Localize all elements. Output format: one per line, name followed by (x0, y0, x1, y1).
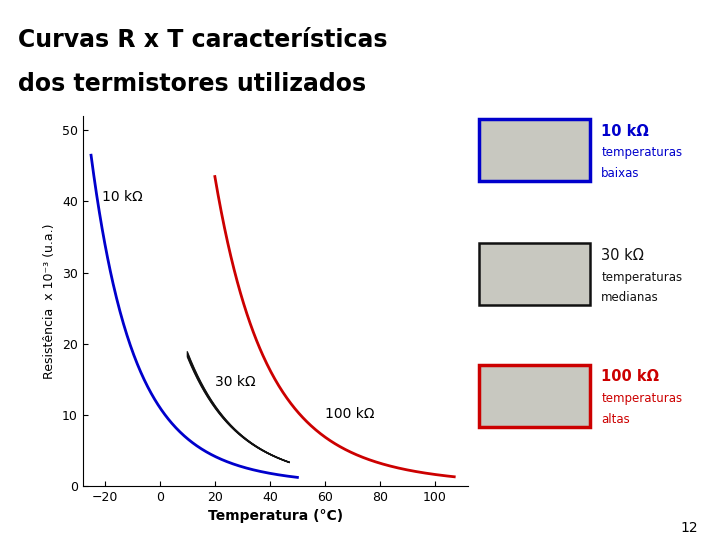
Text: temperaturas: temperaturas (601, 146, 683, 159)
Text: dos termistores utilizados: dos termistores utilizados (18, 72, 366, 96)
Text: 10 kΩ: 10 kΩ (601, 124, 649, 139)
Text: 10 kΩ: 10 kΩ (102, 191, 143, 205)
Text: temperaturas: temperaturas (601, 392, 683, 405)
Text: medianas: medianas (601, 291, 659, 304)
Text: baixas: baixas (601, 167, 639, 180)
X-axis label: Temperatura (°C): Temperatura (°C) (208, 509, 343, 523)
Text: temperaturas: temperaturas (601, 271, 683, 284)
Text: 12: 12 (681, 521, 698, 535)
Text: 100 kΩ: 100 kΩ (601, 369, 660, 384)
Text: 30 kΩ: 30 kΩ (215, 375, 256, 389)
Text: 100 kΩ: 100 kΩ (325, 407, 374, 421)
Text: Curvas R x T características: Curvas R x T características (18, 28, 387, 52)
Y-axis label: Resistência  x 10⁻³ (u.a.): Resistência x 10⁻³ (u.a.) (43, 224, 56, 379)
Text: 30 kΩ: 30 kΩ (601, 248, 644, 263)
Text: altas: altas (601, 413, 630, 426)
